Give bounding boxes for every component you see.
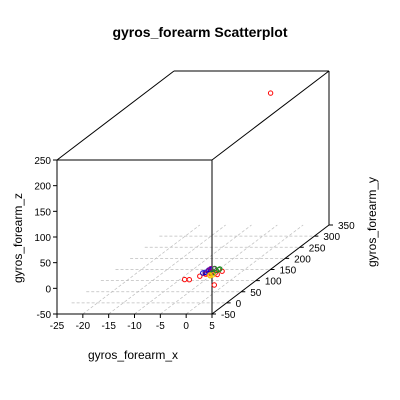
box-edge [56,70,175,161]
y-axis-label: gyros_forearm_y [365,177,379,267]
box-edge [211,70,330,161]
data-point [267,90,274,96]
y-tick-label: 50 [250,288,262,299]
y-tick-label: 300 [323,232,340,243]
floor-grid [71,224,315,315]
x-tick-label: 5 [209,321,215,332]
z-tick-label: 0 [45,284,51,295]
y-tick-label: 200 [294,254,311,265]
z-tick-label: 150 [34,207,51,218]
data-point [217,266,223,272]
data-point [200,270,206,276]
data-point [212,265,218,272]
x-tick-label: 0 [183,321,189,332]
data-point [211,282,218,288]
z-tick-label: 100 [34,233,51,244]
x-tick-label: -25 [50,321,65,332]
x-axis-label: gyros_forearm_x [88,348,178,362]
grid-line-x [82,224,201,315]
z-tick-label: -50 [37,310,52,321]
y-tick-label: 0 [236,299,242,310]
data-point [197,273,203,279]
data-point [210,272,216,278]
axis-ticks: -25 -20 -15 -10 -5 0 5-50050100150200250300350… [34,156,355,332]
x-tick-label: -5 [156,321,165,332]
grid-line-x [160,224,278,315]
data-point [207,273,213,279]
y-tick-label: 100 [265,277,282,288]
grid-line-x [134,224,252,315]
x-tick-label: -15 [101,321,116,332]
box-edges [56,70,330,315]
y-tick-label: 150 [280,266,297,277]
data-points [181,90,274,288]
y-tick-label: -50 [221,310,236,321]
grid-line-x [108,224,226,315]
z-tick-label: 200 [34,182,51,193]
y-tick-label: 350 [338,221,355,232]
data-point [181,276,188,283]
y-tick-label: 250 [309,243,326,254]
z-tick-label: 250 [34,156,51,167]
x-tick-label: -10 [127,321,142,332]
z-axis-label: gyros_forearm_z [11,193,25,283]
x-tick-label: -20 [76,321,91,332]
data-point [186,277,193,283]
z-tick-label: 50 [40,259,52,270]
chart-title: gyros_forearm Scatterplot [112,24,287,40]
grid-line-x [185,224,304,315]
